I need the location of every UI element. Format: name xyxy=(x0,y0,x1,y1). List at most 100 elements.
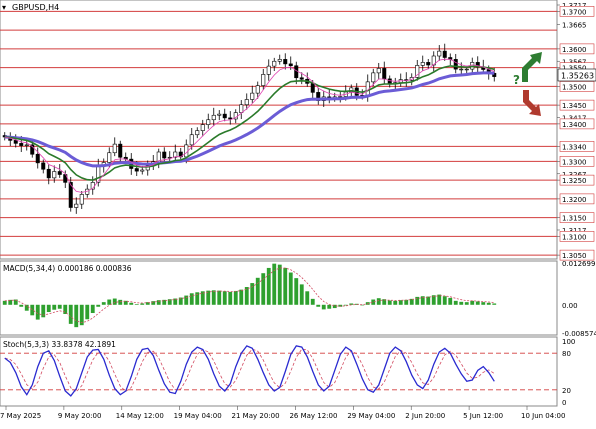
macd-histogram-bar xyxy=(453,300,458,305)
time-axis-label: 9 May 20:00 xyxy=(58,412,102,420)
macd-histogram-bar xyxy=(217,290,222,305)
candle-body xyxy=(255,85,260,94)
macd-histogram-bar xyxy=(409,298,414,305)
candle-body xyxy=(206,119,211,125)
candle-body xyxy=(376,68,381,74)
price-tick-box xyxy=(560,168,594,179)
price-tick-box xyxy=(560,19,594,30)
chart-menu-caret-icon[interactable]: ▾ xyxy=(2,3,6,12)
macd-histogram-bar xyxy=(277,264,282,305)
price-tick-label: 1.3665 xyxy=(562,22,587,30)
macd-histogram-bar xyxy=(299,284,304,305)
candle-body xyxy=(442,50,447,58)
macd-histogram-bar xyxy=(387,300,392,305)
price-tick-label: 1.3050 xyxy=(562,252,587,260)
candle-body xyxy=(288,63,293,67)
macd-histogram-bar xyxy=(255,277,260,305)
candle-body xyxy=(24,144,29,146)
macd-histogram-bar xyxy=(415,296,420,305)
time-axis-label: 2 Jun 20:00 xyxy=(405,412,445,420)
macd-histogram-bar xyxy=(327,304,332,309)
price-tick-box xyxy=(559,43,595,55)
price-tick-box xyxy=(559,141,595,152)
candle-body xyxy=(13,140,18,144)
macd-histogram-bar xyxy=(35,304,40,320)
macd-histogram-bar xyxy=(442,296,447,305)
macd-histogram-bar xyxy=(431,295,436,305)
macd-histogram-bar xyxy=(173,298,178,305)
macd-histogram-bar xyxy=(178,297,183,305)
price-tick-label: 1.3700 xyxy=(562,8,587,16)
candle-body xyxy=(294,65,299,79)
candle-body xyxy=(453,59,458,70)
candle-body xyxy=(57,171,62,175)
time-axis-label: 10 Jun 04:00 xyxy=(521,412,565,420)
macd-histogram-bar xyxy=(228,291,233,305)
macd-histogram-bar xyxy=(492,303,497,305)
candle-body xyxy=(118,143,123,158)
macd-histogram-bar xyxy=(79,304,84,326)
time-axis-label: 19 May 04:00 xyxy=(174,412,222,420)
macd-histogram-bar xyxy=(371,299,376,305)
price-tick-box xyxy=(560,112,594,123)
slow-moving-average-line xyxy=(4,71,495,168)
stoch-title: Stoch(5,3,3) 33.8378 42.1891 xyxy=(3,340,116,349)
stoch-tick-label: 0 xyxy=(562,399,566,407)
candle-body xyxy=(211,114,216,121)
candle-body xyxy=(277,59,282,62)
candle-body xyxy=(112,143,117,154)
macd-histogram-bar xyxy=(167,299,172,305)
down-arrow-icon xyxy=(523,90,541,116)
macd-histogram-bar xyxy=(134,304,139,305)
macd-histogram-bar xyxy=(486,302,491,305)
macd-histogram-bar xyxy=(349,303,354,305)
time-axis-label: 29 May 04:00 xyxy=(347,412,395,420)
price-tick-label: 1.3250 xyxy=(562,177,587,185)
price-tick-box xyxy=(559,99,595,111)
macd-histogram-bar xyxy=(2,300,7,305)
macd-histogram-bar xyxy=(470,300,475,305)
macd-histogram-bar xyxy=(250,283,255,305)
macd-histogram-bar xyxy=(46,304,51,313)
price-tick-label: 1.3567 xyxy=(562,58,587,66)
price-tick-label: 1.3550 xyxy=(562,65,587,73)
macd-histogram-bar xyxy=(140,303,145,305)
macd-histogram-bar xyxy=(426,296,431,305)
macd-tick-label: -0.008574 xyxy=(562,330,596,338)
macd-histogram-bar xyxy=(206,290,211,305)
price-tick-box xyxy=(559,212,595,223)
candle-body xyxy=(46,168,51,179)
time-axis-label: 5 Jun 12:00 xyxy=(463,412,503,420)
macd-histogram-bar xyxy=(222,291,227,305)
candle-body xyxy=(415,65,420,78)
macd-histogram-bar xyxy=(151,301,156,305)
price-tick-label: 1.3200 xyxy=(562,196,587,204)
candle-body xyxy=(19,143,24,146)
macd-histogram-bar xyxy=(343,304,348,306)
candle-body xyxy=(250,92,255,100)
price-tick-label: 1.3150 xyxy=(562,215,587,223)
macd-histogram-bar xyxy=(459,301,464,305)
macd-histogram-bar xyxy=(162,299,167,305)
candle-body xyxy=(134,168,139,172)
current-price-tag xyxy=(557,68,596,82)
price-tick-box xyxy=(559,6,595,17)
question-mark-icon: ? xyxy=(513,73,520,87)
macd-histogram-bar xyxy=(420,296,425,305)
candle-body xyxy=(409,77,414,81)
candle-body xyxy=(162,151,167,159)
mid-moving-average-line xyxy=(4,65,495,181)
macd-tick-label: 0.00 xyxy=(562,302,578,310)
macd-histogram-bar xyxy=(96,304,101,307)
price-tick-box xyxy=(560,56,594,67)
current-price-label: 1.35263 xyxy=(561,72,594,81)
price-tick-label: 1.3600 xyxy=(562,46,587,54)
candle-body xyxy=(459,68,464,71)
macd-histogram-bar xyxy=(24,304,29,311)
candle-body xyxy=(184,144,189,158)
macd-histogram-bar xyxy=(52,304,57,310)
macd-histogram-bar xyxy=(145,302,150,305)
macd-histogram-bar xyxy=(156,300,161,305)
